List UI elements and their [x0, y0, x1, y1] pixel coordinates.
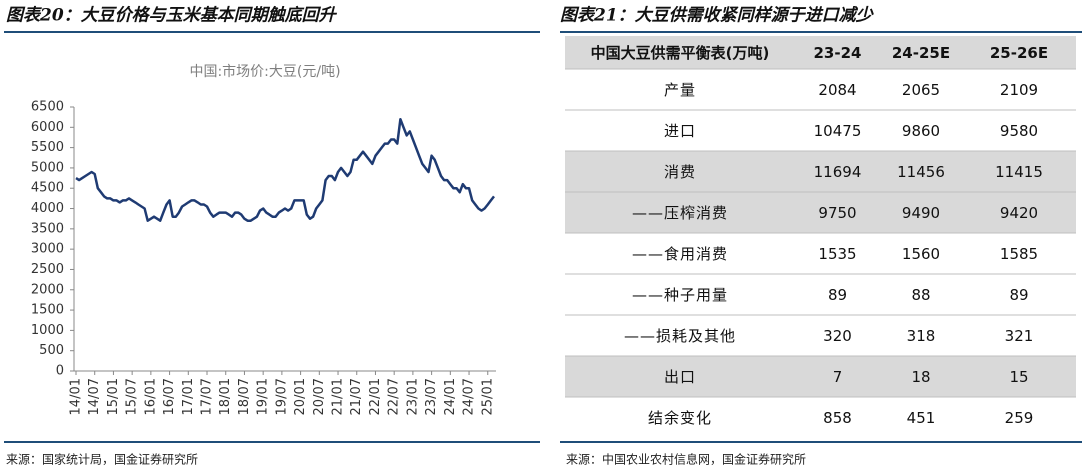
value-cell: 9580 — [1000, 122, 1038, 140]
row-label: ——种子用量 — [632, 286, 728, 304]
x-tick-label: 17/07 — [200, 378, 215, 415]
x-tick-label: 22/01 — [368, 378, 383, 415]
y-tick-label: 4500 — [31, 181, 64, 196]
y-tick-label: 0 — [56, 364, 64, 379]
x-tick-label: 24/07 — [462, 378, 477, 415]
row-label: 出口 — [664, 368, 696, 386]
x-tick-label: 20/07 — [312, 378, 327, 415]
x-tick-label: 18/07 — [237, 378, 252, 415]
x-tick-label: 19/01 — [256, 378, 271, 415]
value-cell: 2109 — [1000, 81, 1038, 99]
x-tick-label: 14/07 — [87, 378, 102, 415]
value-cell: 259 — [1005, 409, 1034, 427]
row-label: ——损耗及其他 — [624, 327, 736, 345]
chart-title: 中国:市场价:大豆(元/吨) — [189, 63, 340, 80]
value-cell: 2065 — [902, 81, 940, 99]
row-label: 消费 — [664, 163, 696, 181]
value-cell: 1585 — [1000, 245, 1038, 263]
y-tick-label: 1000 — [31, 323, 64, 338]
row-bg — [565, 151, 1076, 192]
value-cell: 88 — [911, 286, 930, 304]
x-tick-label: 16/01 — [143, 378, 158, 415]
header-cell: 中国大豆供需平衡表(万吨) — [591, 44, 770, 62]
row-label: ——压榨消费 — [632, 204, 728, 222]
x-tick-label: 18/01 — [218, 378, 233, 415]
x-tick-label: 14/01 — [69, 378, 84, 415]
y-tick-label: 6500 — [31, 100, 64, 115]
x-tick-label: 23/01 — [405, 378, 420, 415]
value-cell: 89 — [1009, 286, 1028, 304]
x-tick-label: 20/01 — [293, 378, 308, 415]
y-tick-label: 3500 — [31, 221, 64, 236]
x-tick-label: 21/07 — [349, 378, 364, 415]
value-cell: 2084 — [818, 81, 856, 99]
value-cell: 858 — [823, 409, 852, 427]
value-cell: 318 — [907, 327, 936, 345]
row-bg — [565, 192, 1076, 233]
header-cell: 24-25E — [892, 44, 950, 62]
value-cell: 11694 — [814, 163, 862, 181]
value-cell: 15 — [1009, 368, 1028, 386]
header-cell: 23-24 — [814, 44, 862, 62]
value-cell: 7 — [833, 368, 843, 386]
x-tick-label: 19/07 — [274, 378, 289, 415]
y-tick-label: 2000 — [31, 282, 64, 297]
value-cell: 1535 — [818, 245, 856, 263]
y-tick-label: 500 — [39, 343, 64, 358]
value-cell: 321 — [1005, 327, 1034, 345]
x-tick-label: 25/01 — [480, 378, 495, 415]
source: 来源：国家统计局，国金证券研究所 — [6, 452, 198, 467]
row-label: ——食用消费 — [632, 245, 728, 263]
value-cell: 11456 — [897, 163, 945, 181]
x-tick-label: 17/01 — [181, 378, 196, 415]
value-cell: 89 — [828, 286, 847, 304]
x-tick-label: 22/07 — [387, 378, 402, 415]
y-tick-label: 6000 — [31, 120, 64, 135]
y-tick-label: 5500 — [31, 140, 64, 155]
row-label: 进口 — [664, 122, 696, 140]
y-tick-label: 5000 — [31, 160, 64, 175]
value-cell: 18 — [911, 368, 930, 386]
value-cell: 11415 — [995, 163, 1043, 181]
value-cell: 1560 — [902, 245, 940, 263]
row-bg — [565, 356, 1076, 397]
y-tick-label: 1500 — [31, 303, 64, 318]
x-tick-label: 23/07 — [424, 378, 439, 415]
x-tick-label: 15/01 — [106, 378, 121, 415]
price-line — [75, 117, 495, 222]
y-tick-label: 4000 — [31, 201, 64, 216]
x-tick-label: 21/01 — [331, 378, 346, 415]
value-cell: 9750 — [818, 204, 856, 222]
header-cell: 25-26E — [990, 44, 1048, 62]
x-tick-label: 16/07 — [162, 378, 177, 415]
panel-title: 图表21：大豆供需收紧同样源于进口减少 — [560, 6, 875, 26]
y-tick-label: 3000 — [31, 242, 64, 257]
source: 来源：中国农业农村信息网，国金证券研究所 — [566, 452, 806, 467]
x-tick-label: 24/01 — [443, 378, 458, 415]
value-cell: 320 — [823, 327, 852, 345]
header-bg — [565, 36, 1076, 69]
value-cell: 9860 — [902, 122, 940, 140]
panel-title: 图表20：大豆价格与玉米基本同期触底回升 — [6, 6, 338, 26]
row-label: 产量 — [664, 81, 696, 99]
value-cell: 451 — [907, 409, 936, 427]
x-tick-label: 15/07 — [125, 378, 140, 415]
value-cell: 9420 — [1000, 204, 1038, 222]
value-cell: 10475 — [814, 122, 862, 140]
row-label: 结余变化 — [648, 409, 712, 427]
value-cell: 9490 — [902, 204, 940, 222]
y-tick-label: 2500 — [31, 262, 64, 277]
